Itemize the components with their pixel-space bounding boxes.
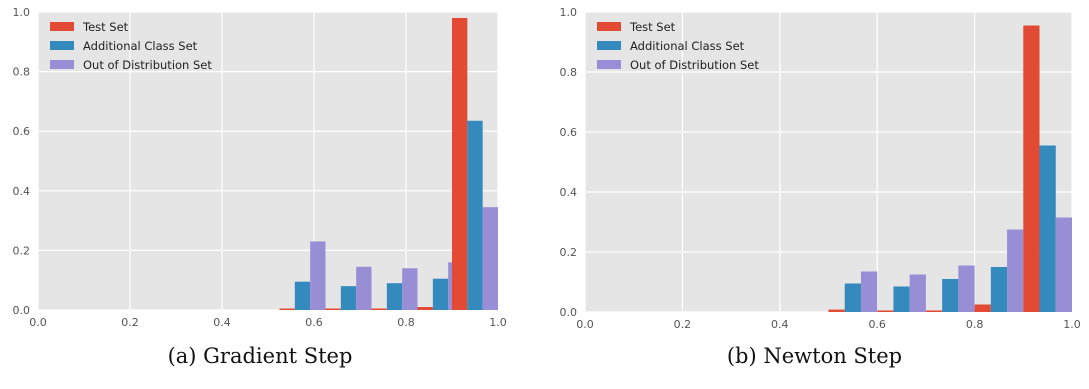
bar bbox=[942, 279, 959, 312]
y-tick-label: 0.4 bbox=[560, 186, 578, 199]
y-tick-label: 0.4 bbox=[13, 185, 31, 198]
legend-label: Out of Distribution Set bbox=[630, 58, 759, 72]
bar bbox=[452, 17, 468, 311]
x-tick-label: 0.0 bbox=[29, 316, 47, 329]
caption-gradient-step: (a) Gradient Step bbox=[167, 344, 353, 368]
bar bbox=[467, 120, 483, 311]
bar bbox=[877, 310, 894, 312]
x-tick-label: 1.0 bbox=[1063, 318, 1081, 331]
y-tick-label: 0.0 bbox=[560, 306, 578, 319]
plot-area bbox=[38, 12, 498, 310]
x-tick-label: 0.8 bbox=[966, 318, 984, 331]
legend-swatch bbox=[50, 41, 74, 50]
x-tick-label: 0.0 bbox=[576, 318, 594, 331]
bar bbox=[340, 286, 357, 310]
x-tick-label: 0.2 bbox=[674, 318, 692, 331]
x-tick-label: 0.4 bbox=[213, 316, 231, 329]
plot-area bbox=[585, 12, 1072, 312]
bar bbox=[958, 265, 975, 312]
bar bbox=[860, 271, 878, 312]
bar bbox=[279, 308, 295, 310]
legend-swatch bbox=[50, 60, 74, 69]
bar bbox=[844, 283, 861, 312]
legend-swatch bbox=[597, 22, 621, 31]
legend-label: Out of Distribution Set bbox=[83, 58, 212, 72]
bar bbox=[432, 278, 449, 310]
y-tick-label: 0.6 bbox=[13, 125, 31, 138]
y-tick-label: 0.2 bbox=[560, 246, 578, 259]
y-tick-label: 1.0 bbox=[13, 6, 31, 19]
bar bbox=[402, 268, 418, 310]
y-tick-label: 0.8 bbox=[560, 66, 578, 79]
bar bbox=[482, 207, 498, 310]
bar bbox=[417, 307, 433, 310]
legend-swatch bbox=[597, 41, 621, 50]
bar bbox=[1039, 145, 1056, 312]
bar bbox=[925, 310, 943, 312]
chart-panel-newton: 0.0 0.2 0.4 0.6 0.8 1.0 0.0 0.2 0.4 0.6 0.8 1.0 Test… bbox=[540, 0, 1089, 389]
bar bbox=[1023, 25, 1040, 312]
bar bbox=[310, 241, 326, 310]
bar bbox=[325, 308, 341, 310]
x-tick-label: 0.6 bbox=[868, 318, 886, 331]
bar bbox=[386, 283, 403, 310]
x-tick-label: 0.6 bbox=[305, 316, 323, 329]
y-tick-label: 0.6 bbox=[560, 126, 578, 139]
y-tick-label: 0.0 bbox=[13, 304, 31, 317]
legend-label: Test Set bbox=[82, 20, 129, 34]
x-tick-label: 0.8 bbox=[397, 316, 415, 329]
legend-swatch bbox=[50, 22, 74, 31]
bar bbox=[294, 281, 311, 310]
caption-newton-step: (b) Newton Step bbox=[726, 344, 903, 368]
bar bbox=[893, 286, 910, 312]
bar bbox=[828, 309, 845, 312]
bar bbox=[974, 304, 991, 312]
bar bbox=[909, 274, 926, 312]
bar bbox=[1007, 229, 1024, 312]
x-tick-label: 1.0 bbox=[489, 316, 507, 329]
bar bbox=[990, 267, 1008, 312]
chart-gradient-step: 0.0 0.2 0.4 0.6 0.8 1.0 0.0 0.2 0.4 0.6 0.8 1.0 Test… bbox=[13, 6, 507, 329]
chart-panel-gradient: 0.0 0.2 0.4 0.6 0.8 1.0 0.0 0.2 0.4 0.6 0.8 1.0 Test… bbox=[0, 0, 520, 389]
legend-label: Additional Class Set bbox=[83, 39, 198, 53]
bar bbox=[371, 308, 387, 310]
y-tick-label: 0.2 bbox=[13, 244, 31, 257]
legend-label: Test Set bbox=[629, 20, 676, 34]
bar bbox=[1055, 217, 1072, 312]
bar bbox=[356, 266, 372, 310]
x-tick-label: 0.2 bbox=[121, 316, 139, 329]
x-tick-label: 0.4 bbox=[771, 318, 789, 331]
y-tick-label: 1.0 bbox=[560, 6, 578, 19]
chart-newton-step: 0.0 0.2 0.4 0.6 0.8 1.0 0.0 0.2 0.4 0.6 0.8 1.0 Test… bbox=[560, 6, 1081, 331]
legend-swatch bbox=[597, 60, 621, 69]
y-tick-label: 0.8 bbox=[13, 66, 31, 79]
legend-label: Additional Class Set bbox=[630, 39, 745, 53]
